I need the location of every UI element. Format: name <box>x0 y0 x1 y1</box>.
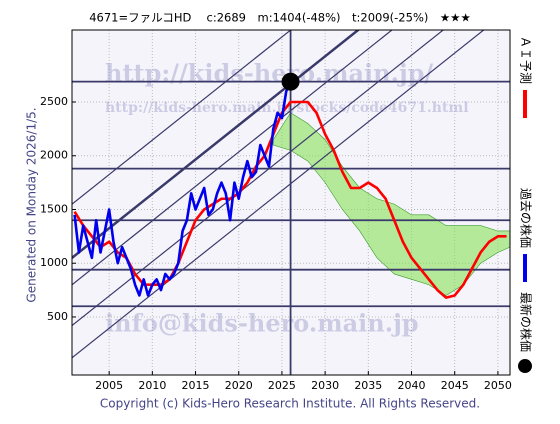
y-tick-label: 2500 <box>40 95 68 108</box>
side-note: Generated on Monday 2026/1/5. <box>25 107 39 302</box>
x-tick-label: 2020 <box>225 379 253 392</box>
series-line <box>73 81 292 297</box>
trend-line <box>72 30 292 205</box>
y-tick-label: 1000 <box>40 256 68 269</box>
watermark: info@kids-hero.main.jp <box>105 309 419 338</box>
x-tick-label: 2050 <box>484 379 512 392</box>
x-tick-label: 2005 <box>95 379 123 392</box>
latest-point <box>281 72 300 91</box>
chart-title: 4671=ファルコHD c:2689 m:1404(-48%) t:2009(-… <box>89 11 471 25</box>
footer: Copyright (c) Kids-Hero Research Institu… <box>100 397 480 411</box>
y-tick-label: 2000 <box>40 149 68 162</box>
x-tick-label: 2015 <box>182 379 210 392</box>
y-tick-label: 500 <box>47 310 68 323</box>
legend-label: 過去の株価 <box>519 188 534 248</box>
x-tick-label: 2010 <box>138 379 166 392</box>
plot-area: http://kids-hero.main.jp/http://kids-her… <box>72 30 510 375</box>
x-tick-label: 2040 <box>398 379 426 392</box>
x-tick-label: 2030 <box>311 379 339 392</box>
x-tick-label: 2025 <box>268 379 296 392</box>
legend-label: 最新の株価 <box>519 292 534 352</box>
x-tick-label: 2045 <box>441 379 469 392</box>
legend-label: ＡＩ予測 <box>519 36 533 84</box>
legend-swatch <box>518 359 532 374</box>
plot-frame <box>71 29 511 376</box>
watermark: http://kids-hero.main.jp/ <box>105 59 433 88</box>
x-tick-label: 2035 <box>354 379 382 392</box>
series-line <box>73 100 507 299</box>
y-tick-label: 1500 <box>40 202 68 215</box>
